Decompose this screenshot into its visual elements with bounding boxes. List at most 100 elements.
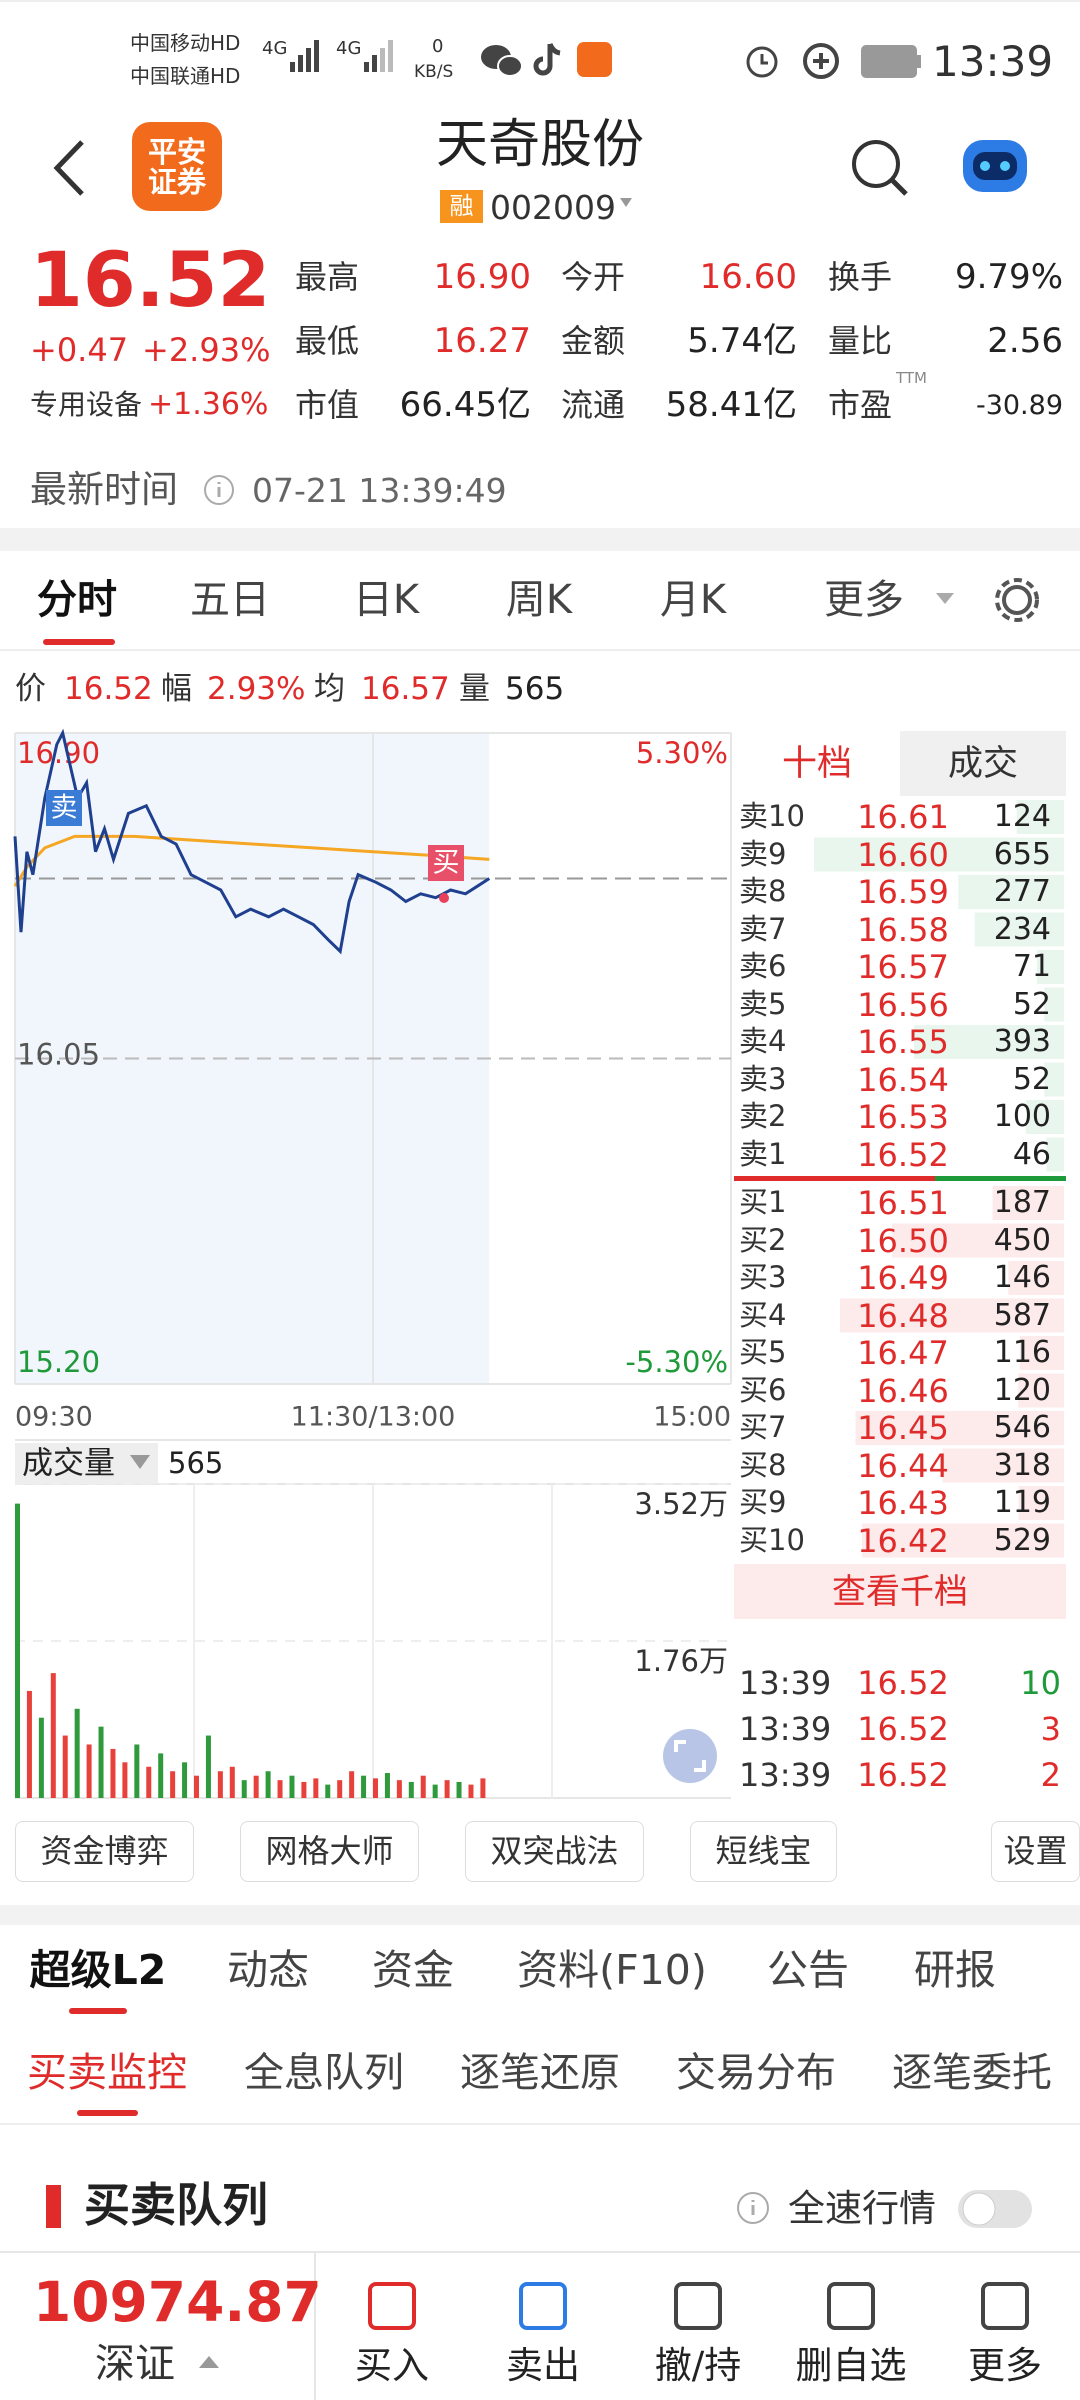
- tool-button[interactable]: 设置: [991, 1821, 1080, 1882]
- chart-tab[interactable]: 周K: [505, 577, 573, 623]
- index-name[interactable]: 深证: [95, 2341, 175, 2387]
- annotation: 卖: [51, 793, 78, 824]
- book-label: 卖7: [739, 911, 787, 946]
- section-tab[interactable]: 公告: [767, 1946, 849, 1994]
- tool-button[interactable]: 资金博弈: [15, 1821, 194, 1882]
- action-label[interactable]: 撤/持: [654, 2344, 742, 2387]
- broker-logo[interactable]: 平安证券: [147, 135, 206, 200]
- status-icons: [53, 40, 1027, 211]
- action-label[interactable]: 卖出: [506, 2344, 580, 2387]
- sub-tab[interactable]: 逐笔委托: [892, 2050, 1052, 2096]
- chart-tab[interactable]: 分时: [37, 577, 117, 623]
- x-tick-label: 09:30: [15, 1402, 93, 1433]
- sub-tab[interactable]: 买卖监控: [27, 2050, 187, 2096]
- volume-bar: [74, 1708, 80, 1798]
- stat-value: 16.27: [433, 321, 531, 361]
- section-tab[interactable]: 研报: [914, 1946, 996, 1994]
- info-icon[interactable]: [202, 473, 238, 509]
- book-price: 16.47: [857, 1334, 949, 1372]
- volume-bar: [26, 1690, 32, 1798]
- volume-bar: [241, 1780, 247, 1798]
- section-tab[interactable]: 超级L2: [29, 1946, 167, 1994]
- action-label[interactable]: 删自选: [795, 2344, 907, 2387]
- volume-bar: [86, 1744, 92, 1798]
- section-tab[interactable]: 动态: [227, 1946, 309, 1994]
- tool-button[interactable]: 短线宝: [690, 1821, 837, 1882]
- action-label[interactable]: 更多: [968, 2344, 1042, 2387]
- depth-bar: [1008, 1261, 1064, 1295]
- book-tab[interactable]: 成交: [947, 744, 1018, 784]
- chart-tab[interactable]: 更多: [824, 577, 904, 623]
- tab-icons[interactable]: [930, 570, 1050, 630]
- book-price: 16.56: [857, 985, 949, 1024]
- book-label: 卖10: [739, 799, 805, 833]
- chart-tab[interactable]: 日K: [352, 577, 420, 623]
- book-price: 16.58: [857, 910, 949, 949]
- book-volume: 587: [993, 1297, 1051, 1333]
- annotation-box: [46, 790, 82, 826]
- book-price: 16.53: [857, 1098, 949, 1136]
- book-label: 买5: [739, 1335, 787, 1369]
- tool-button[interactable]: 网格大师: [240, 1821, 419, 1882]
- volume-bar: [110, 1748, 116, 1798]
- book-label: 卖6: [739, 949, 787, 983]
- volume-bar: [444, 1780, 450, 1798]
- book-price: 16.49: [857, 1259, 949, 1297]
- volume-bar: [432, 1784, 438, 1798]
- toggle[interactable]: [955, 2186, 1037, 2234]
- book-volume: 71: [1012, 949, 1051, 984]
- section-tab[interactable]: 资金: [372, 1946, 454, 1994]
- update-time: 07-21 13:39:49: [252, 471, 507, 510]
- y-tick-label: 16.05: [17, 1038, 100, 1072]
- more-bg: [734, 1564, 1066, 1619]
- book-volume: 450: [993, 1222, 1051, 1258]
- price-line: [13, 834, 490, 887]
- book-volume: 120: [993, 1372, 1051, 1408]
- stat-label: 市盈: [828, 386, 893, 424]
- book-price: 16.59: [857, 873, 949, 911]
- sub-tab[interactable]: 全息队列: [244, 2050, 404, 2096]
- volume-bar: [38, 1717, 44, 1798]
- section-marker: [46, 2185, 61, 2228]
- book-label: 买7: [739, 1410, 787, 1444]
- section-tab[interactable]: 资料(F10): [517, 1946, 707, 1994]
- volume-bar: [420, 1775, 426, 1798]
- stock-code[interactable]: 002009: [490, 188, 616, 227]
- caret: [199, 2356, 219, 2368]
- x-tick-label: 15:00: [653, 1402, 731, 1433]
- y2-tick-label: -5.30%: [625, 1345, 728, 1379]
- tool-button[interactable]: 双突战法: [465, 1821, 644, 1882]
- book-label: 卖9: [739, 836, 787, 871]
- depth-bar: [974, 912, 1064, 947]
- volume-bar: [480, 1778, 486, 1798]
- stock-name: 天奇股份: [435, 115, 644, 175]
- depth-bar: [1036, 950, 1064, 984]
- book-volume: 277: [993, 874, 1051, 909]
- info-icon[interactable]: [735, 2190, 771, 2226]
- book-tab[interactable]: 十档: [781, 744, 852, 784]
- depth-bar: [1046, 1137, 1064, 1172]
- chart-tab[interactable]: 五日: [190, 577, 270, 623]
- book-more[interactable]: 查看千档: [832, 1572, 968, 1612]
- volume-bar: [182, 1762, 188, 1798]
- trade-price: 16.52: [857, 1710, 949, 1748]
- sub-tab[interactable]: 交易分布: [676, 2050, 836, 2096]
- chart-tab[interactable]: 月K: [659, 577, 727, 623]
- book-price: 16.60: [857, 835, 949, 874]
- volume-bar: [396, 1780, 402, 1798]
- book-price: 16.57: [857, 948, 949, 986]
- action-label[interactable]: 买入: [355, 2344, 429, 2387]
- volume-bar: [456, 1781, 462, 1798]
- volume-bar: [289, 1775, 295, 1798]
- section-title: 买卖队列: [84, 2178, 268, 2232]
- sub-tab[interactable]: 逐笔还原: [460, 2050, 620, 2096]
- depth-bar: [942, 1448, 1064, 1483]
- fullscreen-button[interactable]: [663, 1729, 717, 1783]
- stat-label: 换手: [828, 258, 893, 296]
- stat-label: 市值: [295, 386, 360, 424]
- trade-time: 13:39: [739, 1756, 832, 1794]
- book-volume: 318: [993, 1447, 1051, 1483]
- y-tick-label: 3.52万: [634, 1487, 728, 1521]
- sector[interactable]: 专用设备: [30, 388, 143, 421]
- volume-title: 成交量: [22, 1446, 115, 1482]
